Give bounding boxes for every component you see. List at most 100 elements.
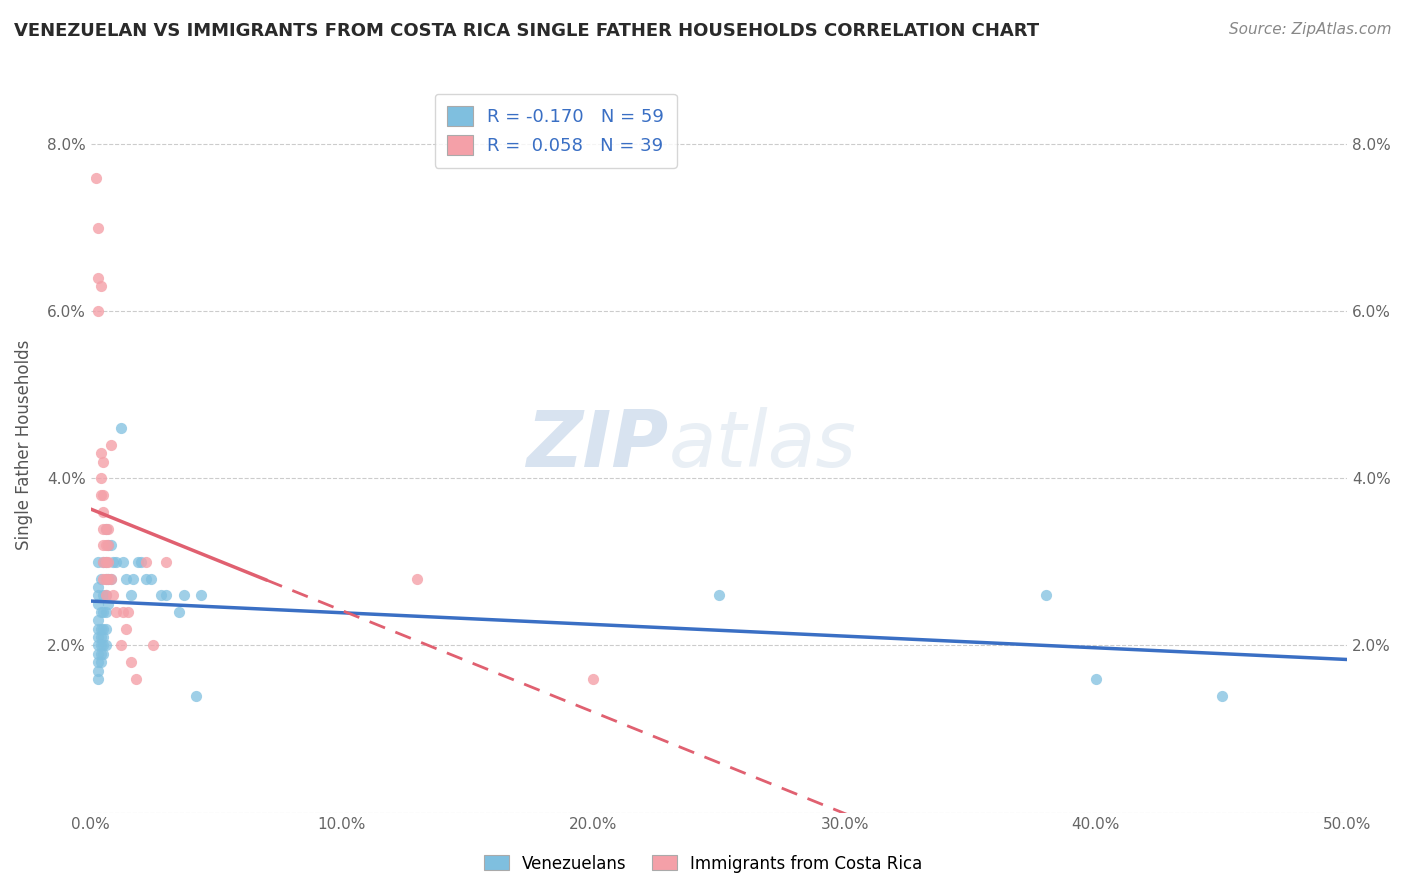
Point bbox=[87, 555, 110, 569]
Point bbox=[94, 588, 117, 602]
Point bbox=[87, 220, 110, 235]
Point bbox=[91, 647, 114, 661]
Point bbox=[129, 555, 152, 569]
Point bbox=[87, 647, 110, 661]
Point bbox=[110, 639, 132, 653]
Point bbox=[90, 622, 112, 636]
Point bbox=[97, 555, 120, 569]
Point bbox=[87, 271, 110, 285]
Point bbox=[120, 655, 142, 669]
Point bbox=[91, 538, 114, 552]
Point bbox=[87, 622, 110, 636]
Point bbox=[90, 471, 112, 485]
Point bbox=[91, 630, 114, 644]
Point bbox=[90, 655, 112, 669]
Point bbox=[87, 664, 110, 678]
Point bbox=[91, 488, 114, 502]
Point bbox=[87, 630, 110, 644]
Point bbox=[87, 672, 110, 686]
Point bbox=[186, 689, 208, 703]
Point bbox=[91, 555, 114, 569]
Point bbox=[97, 572, 120, 586]
Point bbox=[150, 588, 173, 602]
Point bbox=[135, 555, 157, 569]
Point bbox=[100, 572, 122, 586]
Point bbox=[173, 588, 195, 602]
Point bbox=[91, 588, 114, 602]
Point bbox=[87, 614, 110, 628]
Point bbox=[91, 555, 114, 569]
Point bbox=[582, 672, 605, 686]
Legend: R = -0.170   N = 59, R =  0.058   N = 39: R = -0.170 N = 59, R = 0.058 N = 39 bbox=[434, 94, 676, 168]
Point bbox=[87, 597, 110, 611]
Point bbox=[142, 639, 165, 653]
Point bbox=[100, 438, 122, 452]
Point bbox=[90, 446, 112, 460]
Point bbox=[120, 588, 142, 602]
Legend: Venezuelans, Immigrants from Costa Rica: Venezuelans, Immigrants from Costa Rica bbox=[477, 848, 929, 880]
Point bbox=[87, 655, 110, 669]
Point bbox=[114, 622, 136, 636]
Point bbox=[155, 555, 177, 569]
Point bbox=[94, 572, 117, 586]
Point bbox=[87, 639, 110, 653]
Y-axis label: Single Father Households: Single Father Households bbox=[15, 340, 32, 550]
Point bbox=[139, 572, 162, 586]
Point bbox=[94, 588, 117, 602]
Point bbox=[94, 555, 117, 569]
Point bbox=[90, 639, 112, 653]
Point bbox=[94, 555, 117, 569]
Point bbox=[87, 304, 110, 318]
Point bbox=[91, 455, 114, 469]
Text: atlas: atlas bbox=[669, 407, 856, 483]
Point bbox=[94, 622, 117, 636]
Point bbox=[91, 522, 114, 536]
Point bbox=[112, 555, 135, 569]
Point bbox=[112, 605, 135, 619]
Point bbox=[91, 572, 114, 586]
Point bbox=[135, 572, 157, 586]
Point bbox=[167, 605, 190, 619]
Point bbox=[90, 647, 112, 661]
Point bbox=[110, 421, 132, 435]
Text: VENEZUELAN VS IMMIGRANTS FROM COSTA RICA SINGLE FATHER HOUSEHOLDS CORRELATION CH: VENEZUELAN VS IMMIGRANTS FROM COSTA RICA… bbox=[14, 22, 1039, 40]
Point bbox=[103, 588, 125, 602]
Point bbox=[90, 605, 112, 619]
Point bbox=[84, 170, 107, 185]
Point bbox=[125, 672, 148, 686]
Point bbox=[97, 597, 120, 611]
Point bbox=[90, 572, 112, 586]
Point bbox=[103, 555, 125, 569]
Point bbox=[90, 630, 112, 644]
Point bbox=[117, 605, 139, 619]
Point bbox=[94, 605, 117, 619]
Point bbox=[91, 622, 114, 636]
Point bbox=[87, 588, 110, 602]
Point bbox=[104, 555, 127, 569]
Point bbox=[1035, 588, 1057, 602]
Point bbox=[87, 580, 110, 594]
Point bbox=[114, 572, 136, 586]
Point bbox=[100, 538, 122, 552]
Point bbox=[91, 505, 114, 519]
Point bbox=[155, 588, 177, 602]
Point bbox=[122, 572, 145, 586]
Point bbox=[190, 588, 212, 602]
Point bbox=[97, 538, 120, 552]
Point bbox=[127, 555, 149, 569]
Point bbox=[90, 488, 112, 502]
Point bbox=[94, 639, 117, 653]
Point bbox=[97, 572, 120, 586]
Point bbox=[97, 538, 120, 552]
Point bbox=[97, 522, 120, 536]
Point bbox=[1211, 689, 1233, 703]
Point bbox=[1084, 672, 1107, 686]
Point bbox=[406, 572, 429, 586]
Text: ZIP: ZIP bbox=[526, 407, 669, 483]
Point bbox=[91, 605, 114, 619]
Point bbox=[100, 572, 122, 586]
Point bbox=[90, 279, 112, 293]
Point bbox=[104, 605, 127, 619]
Point bbox=[94, 522, 117, 536]
Text: Source: ZipAtlas.com: Source: ZipAtlas.com bbox=[1229, 22, 1392, 37]
